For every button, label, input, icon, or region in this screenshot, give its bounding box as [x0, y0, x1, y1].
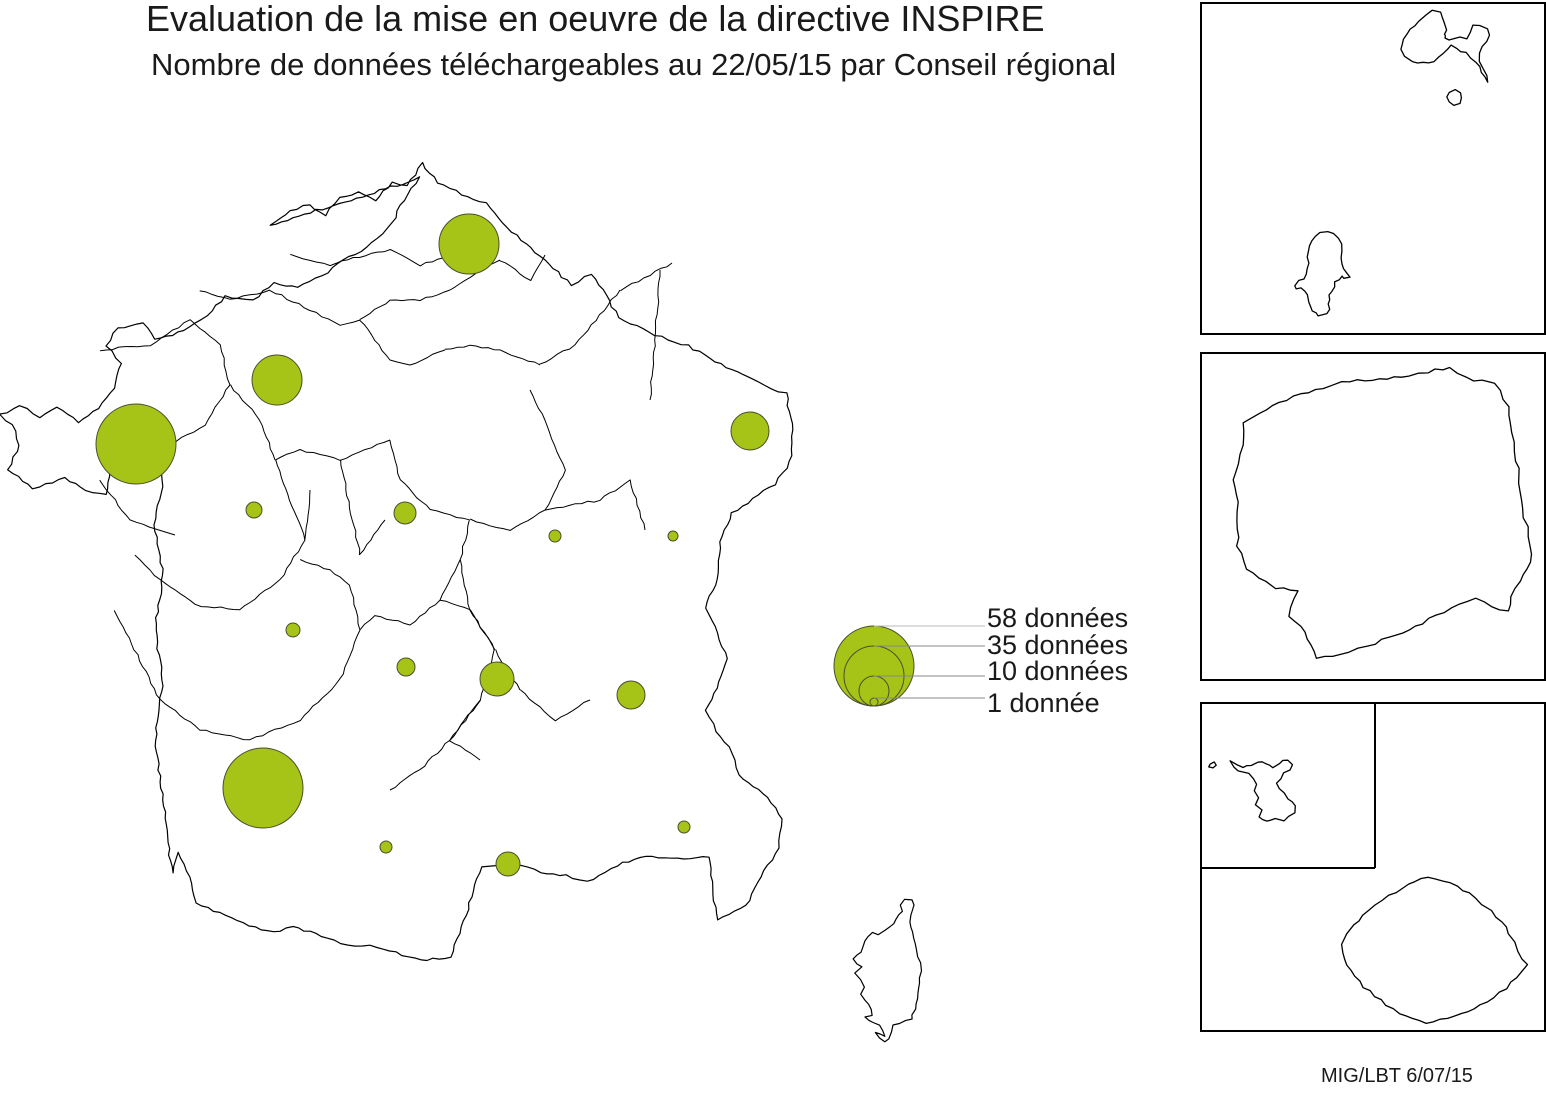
svg-text:1 donnée: 1 donnée [987, 688, 1100, 718]
svg-text:58 données: 58 données [987, 603, 1128, 633]
svg-text:10 données: 10 données [987, 656, 1128, 686]
